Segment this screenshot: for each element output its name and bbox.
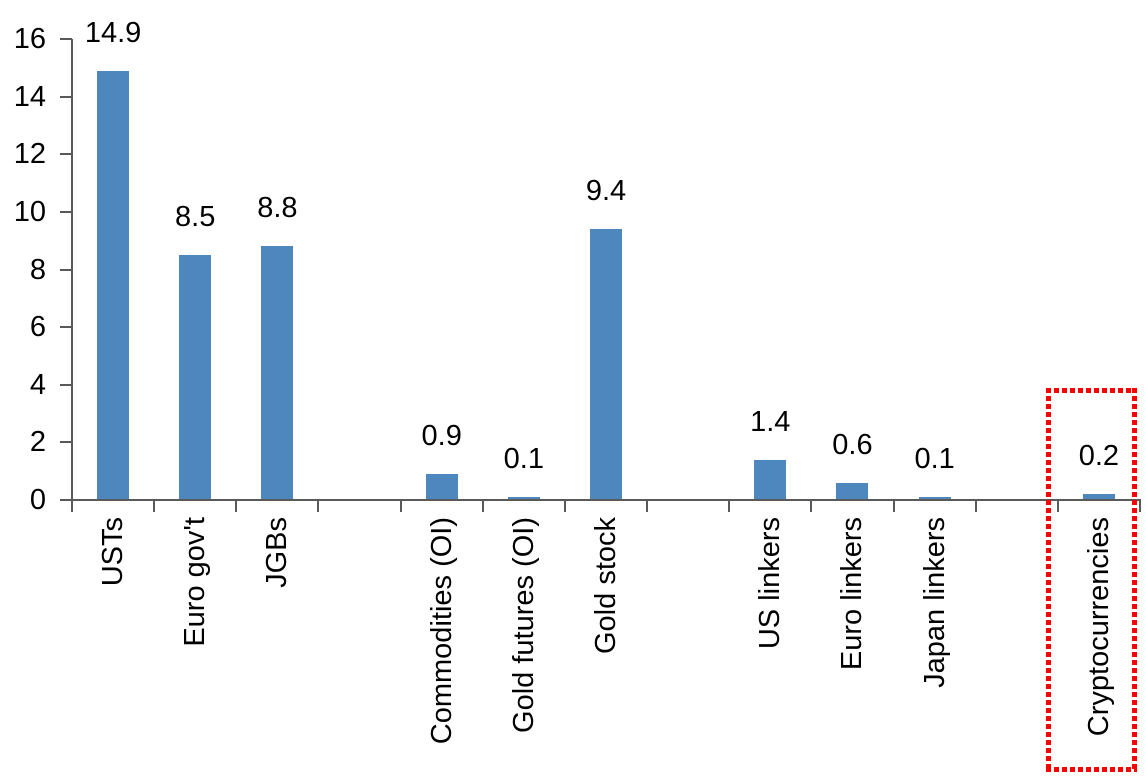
highlight-box-right-edge	[1132, 388, 1137, 772]
x-axis-tick	[563, 500, 566, 512]
y-axis-tick	[60, 153, 72, 156]
bar-value-label: 1.4	[750, 405, 791, 438]
bar-us-linkers	[754, 459, 787, 500]
bar-value-label: 0.1	[503, 443, 544, 476]
bar-value-label: 0.2	[1078, 440, 1120, 473]
y-axis-tick-label: 2	[29, 426, 46, 459]
bar-value-label: 8.5	[175, 201, 216, 234]
bar-cryptocurrencies	[1082, 494, 1115, 500]
y-axis-tick-label: 8	[29, 253, 46, 286]
bar-euro-linkers	[836, 482, 869, 500]
highlight-box-top-edge	[1046, 388, 1137, 393]
highlight-box	[1046, 388, 1137, 772]
y-axis-tick	[60, 441, 72, 444]
bar-value-label: 9.4	[585, 175, 627, 208]
category-label: Euro linkers	[836, 517, 869, 671]
y-axis-tick-label: 6	[29, 311, 46, 344]
highlight-box-left-edge	[1046, 388, 1051, 772]
y-axis-tick	[60, 210, 72, 213]
x-axis-tick	[728, 500, 731, 512]
x-axis-tick	[974, 500, 977, 512]
category-label: Commodities (OI)	[425, 517, 458, 745]
y-axis-tick-label: 14	[13, 80, 46, 113]
x-axis-tick	[481, 500, 484, 512]
y-axis-tick-label: 4	[29, 368, 46, 401]
bar-value-label: 0.6	[832, 428, 873, 461]
x-axis-tick	[1139, 500, 1141, 512]
x-axis-tick	[153, 500, 156, 512]
x-axis-tick	[646, 500, 649, 512]
category-label: US linkers	[754, 517, 787, 650]
bar-value-label: 14.9	[84, 16, 142, 49]
bar-commodities-oi-	[425, 474, 458, 500]
y-axis-tick	[60, 383, 72, 386]
bar-value-label: 0.1	[914, 443, 955, 476]
y-axis-line	[71, 39, 73, 512]
y-axis-tick	[60, 95, 72, 98]
x-axis-tick	[71, 500, 73, 512]
category-label: Gold futures (OI)	[507, 517, 540, 733]
y-axis-tick	[60, 38, 72, 40]
x-axis-tick	[810, 500, 813, 512]
x-axis-tick	[317, 500, 320, 512]
bar-value-label: 8.8	[257, 192, 298, 225]
y-axis-tick-label: 16	[13, 23, 46, 55]
x-axis-tick	[399, 500, 402, 512]
bar-gold-futures-oi-	[507, 497, 540, 500]
x-axis-line	[71, 499, 1141, 501]
bar-jgbs	[261, 246, 294, 500]
highlight-box-bottom-edge	[1046, 767, 1137, 772]
category-label: Japan linkers	[918, 517, 951, 688]
x-axis-tick	[235, 500, 238, 512]
y-axis-tick	[60, 268, 72, 271]
bar-gold-stock	[590, 229, 622, 500]
category-label: JGBs	[261, 517, 294, 588]
y-axis-tick-label: 12	[13, 138, 46, 171]
category-label: Euro gov't	[179, 517, 212, 647]
category-label: Gold stock	[590, 517, 622, 654]
bar-euro-gov-t	[179, 255, 212, 500]
bar-usts	[97, 70, 130, 500]
y-axis-tick-label: 10	[13, 195, 46, 228]
bar-value-label: 0.9	[421, 420, 462, 453]
x-axis-tick	[892, 500, 895, 512]
y-axis-tick	[60, 499, 72, 501]
y-axis-tick-label: 0	[29, 484, 46, 516]
x-axis-tick	[1056, 500, 1059, 512]
y-axis-tick	[60, 326, 72, 329]
bar-japan-linkers	[918, 497, 951, 500]
category-label: USTs	[97, 517, 130, 587]
